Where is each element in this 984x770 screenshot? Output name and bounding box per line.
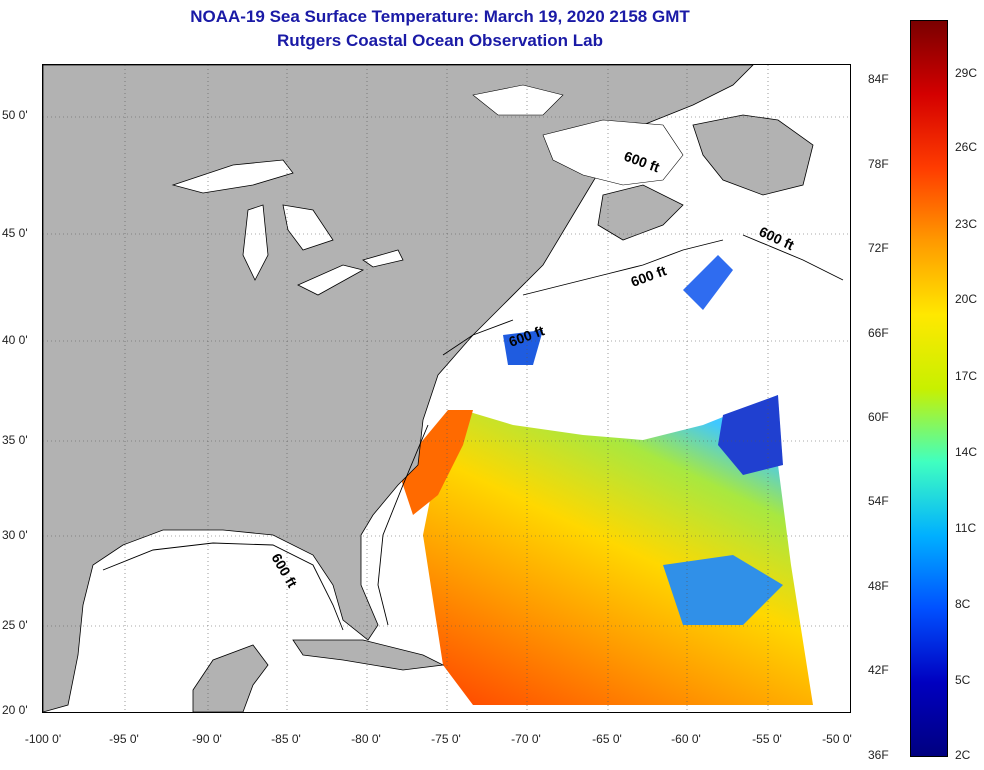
- colorbar-c-label: 17C: [955, 369, 978, 383]
- newfoundland-land: [692, 114, 814, 196]
- colorbar-f-label: 60F: [868, 410, 889, 424]
- lon-label-85: -85 0': [271, 732, 301, 746]
- isobath-600ft: [102, 234, 844, 631]
- colorbar-f-label: 66F: [868, 326, 889, 340]
- colorbar-f-label: 36F: [868, 748, 889, 762]
- lat-label-50: 50 0': [2, 108, 28, 122]
- sst-data-layer: [398, 255, 813, 705]
- lon-label-70: -70 0': [511, 732, 541, 746]
- lon-label-100: -100 0': [24, 732, 62, 746]
- lake-michigan: [242, 204, 269, 281]
- lon-label-80: -80 0': [351, 732, 381, 746]
- colorbar-c-label: 26C: [955, 140, 978, 154]
- lon-label-60: -60 0': [671, 732, 701, 746]
- lon-label-95: -95 0': [109, 732, 139, 746]
- colorbar-f-label: 72F: [868, 241, 889, 255]
- colorbar-f-label: 42F: [868, 663, 889, 677]
- land-layer: [43, 65, 814, 712]
- great-lakes: [171, 159, 404, 296]
- colorbar-c-label: 11C: [955, 521, 977, 535]
- nova-scotia-land: [597, 184, 684, 241]
- temperature-colorbar: [910, 20, 948, 757]
- lon-label-75: -75 0': [431, 732, 461, 746]
- colorbar-c-label: 5C: [955, 673, 971, 687]
- colorbar-c-label: 29C: [955, 66, 978, 80]
- colorbar-f-label: 54F: [868, 494, 889, 508]
- sst-cold-patch-east: [718, 395, 783, 475]
- lake-erie: [297, 264, 365, 296]
- sst-map-canvas: 600 ft 600 ft 600 ft 600 ft 600 ft: [43, 65, 850, 712]
- st-lawrence-gulf: [542, 119, 684, 186]
- hudson-strait-area: [472, 84, 564, 116]
- lon-label-50: -50 0': [822, 732, 852, 746]
- sst-map: 600 ft 600 ft 600 ft 600 ft 600 ft: [42, 64, 851, 713]
- sst-cool-patch-north: [503, 330, 543, 365]
- colorbar-f-label: 84F: [868, 72, 889, 86]
- yucatan-land: [192, 644, 269, 712]
- colorbar-c-label: 2C: [955, 748, 971, 762]
- lat-label-20: 20 0': [2, 703, 28, 717]
- isobath-gulf: [102, 542, 344, 631]
- lon-label-55: -55 0': [752, 732, 782, 746]
- colorbar-c-label: 8C: [955, 597, 971, 611]
- isobath-atlantic: [377, 234, 844, 626]
- colorbar-f-label: 48F: [868, 579, 889, 593]
- lat-label-25: 25 0': [2, 618, 28, 632]
- lake-superior: [171, 159, 294, 194]
- lake-ontario: [362, 249, 404, 268]
- colorbar-f-label: 78F: [868, 157, 889, 171]
- map-title: NOAA-19 Sea Surface Temperature: March 1…: [190, 7, 690, 26]
- lon-label-65: -65 0': [592, 732, 622, 746]
- lat-label-40: 40 0': [2, 333, 28, 347]
- lat-label-35: 35 0': [2, 433, 28, 447]
- map-subtitle: Rutgers Coastal Ocean Observation Lab: [277, 31, 603, 50]
- sst-gulfstream: [398, 410, 473, 515]
- colorbar-c-label: 23C: [955, 217, 978, 231]
- lat-label-30: 30 0': [2, 528, 28, 542]
- sst-warm-region: [423, 395, 813, 705]
- isobath-label-georges: 600 ft: [629, 262, 669, 290]
- sst-cold-patch-south: [663, 555, 783, 625]
- no-data-areas: [472, 84, 684, 186]
- colorbar-c-label: 20C: [955, 292, 978, 306]
- graticule: [43, 65, 850, 712]
- lon-label-90: -90 0': [192, 732, 222, 746]
- colorbar-c-label: 14C: [955, 445, 978, 459]
- cuba-land: [292, 639, 445, 671]
- sst-cool-patch-ne: [683, 255, 733, 310]
- lat-label-45: 45 0': [2, 226, 28, 240]
